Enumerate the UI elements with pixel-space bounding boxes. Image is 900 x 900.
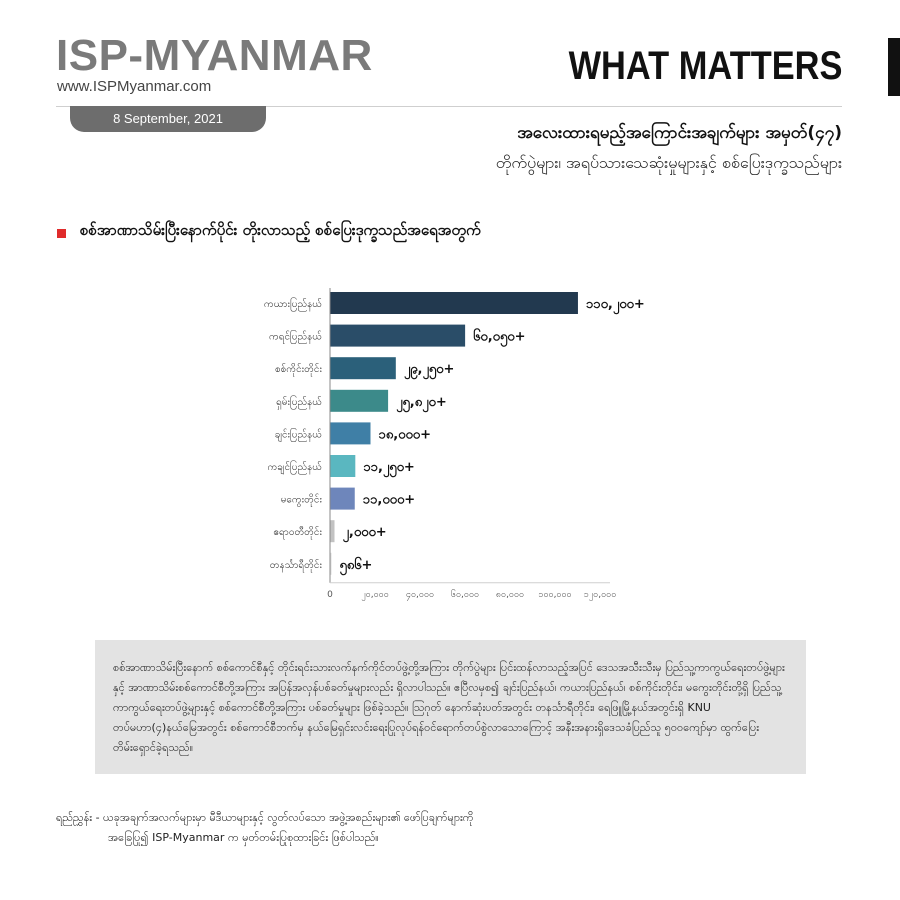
x-tick-label-3: ၆၀,၀၀၀ <box>451 589 479 600</box>
data-label-0: ၁၁၀,၂၀၀+ <box>586 297 645 315</box>
series-title: WHAT MATTERS <box>568 44 842 88</box>
note-text: စစ်အာဏာသိမ်းပြီးနောက် စစ်ကောင်စီနှင့် တိ… <box>113 661 785 754</box>
category-label-1: ကရင်ပြည်နယ် <box>269 329 322 345</box>
data-label-4: ၁၈,၀၀၀+ <box>379 427 432 442</box>
bar-1 <box>330 324 466 347</box>
category-label-7: ဧရာဝတီတိုင်း <box>273 525 322 540</box>
page-title: အလေးထားရမည့်အကြောင်းအချက်များ အမှတ်(၄၇) <box>517 123 842 143</box>
category-label-6: မကွေးတိုင်း <box>281 493 323 508</box>
bar-6 <box>330 487 355 510</box>
brand-logo: ISP-MYANMAR <box>56 31 373 80</box>
x-tick-label-0: 0 <box>327 590 333 600</box>
website-link[interactable]: www.ISPMyanmar.com <box>57 78 212 95</box>
bar-4 <box>330 422 371 445</box>
source-line-2: အခြေပြု၍ ISP-Myanmar က မှတ်တမ်းပြုစုထားခ… <box>108 831 379 844</box>
data-label-3: ၂၅,၈၂၀+ <box>396 395 447 413</box>
x-tick-label-1: ၂၀,၀၀၀ <box>361 590 389 601</box>
source-line-1: ရည်ညွှန်း - ယခုအချက်အလက်များမှာ မီဒီယာမျ… <box>56 811 474 824</box>
refugee-bar-chart: ကယားပြည်နယ် ၁၁၀,၂၀၀+ ကရင်ပြည်နယ် ၆၀,၀၅၀+ စစ်… <box>264 288 645 601</box>
category-label-2: စစ်ကိုင်းတိုင်း <box>275 362 322 377</box>
header-divider <box>56 106 842 107</box>
data-label-7: ၂,၀၀၀+ <box>343 525 387 543</box>
bar-3 <box>330 389 389 412</box>
data-label-5: ၁၁,၂၅၀+ <box>363 460 414 478</box>
section-marker <box>57 229 66 238</box>
source-note: ရည်ညွှန်း - ယခုအချက်အလက်များမှာ မီဒီယာမျ… <box>56 808 474 848</box>
category-label-0: ကယားပြည်နယ် <box>264 296 322 312</box>
x-tick-label-5: ၁၀၀,၀၀၀ <box>538 590 571 600</box>
bar-2 <box>330 357 396 380</box>
bar-8 <box>330 552 332 575</box>
x-tick-label-6: ၁၂၀,၀၀၀ <box>584 590 617 601</box>
data-label-8: ၅၈၆+ <box>340 556 373 576</box>
data-label-2: ၂၉,၂၅၀+ <box>404 362 455 380</box>
data-label-6: ၁၁,၀၀၀+ <box>363 493 415 508</box>
bar-0 <box>330 292 578 314</box>
x-tick-label-4: ၈၀,၀၀၀ <box>496 590 524 600</box>
date-badge: 8 September, 2021 <box>70 106 266 132</box>
category-label-8: တနင်္သာရီတိုင်း <box>270 558 323 573</box>
section-title: စစ်အာဏာသိမ်းပြီးနောက်ပိုင်း တိုးလာသည့် စ… <box>80 221 481 239</box>
bar-5 <box>330 455 356 477</box>
bar-7 <box>330 520 335 543</box>
category-label-5: ကချင်ပြည်နယ် <box>268 459 322 475</box>
x-tick-label-2: ၄၀,၀၀၀ <box>406 590 434 601</box>
header-accent-bar <box>888 38 900 96</box>
category-label-3: ရှမ်းပြည်နယ် <box>276 394 322 410</box>
note-box: စစ်အာဏာသိမ်းပြီးနောက် စစ်ကောင်စီနှင့် တိ… <box>95 640 806 774</box>
data-label-1: ၆၀,၀၅၀+ <box>473 328 525 348</box>
category-label-4: ချင်းပြည်နယ် <box>275 426 322 442</box>
page-subtitle: တိုက်ပွဲများ၊ အရပ်သားသေဆုံးမှုများနှင့် … <box>495 153 842 172</box>
